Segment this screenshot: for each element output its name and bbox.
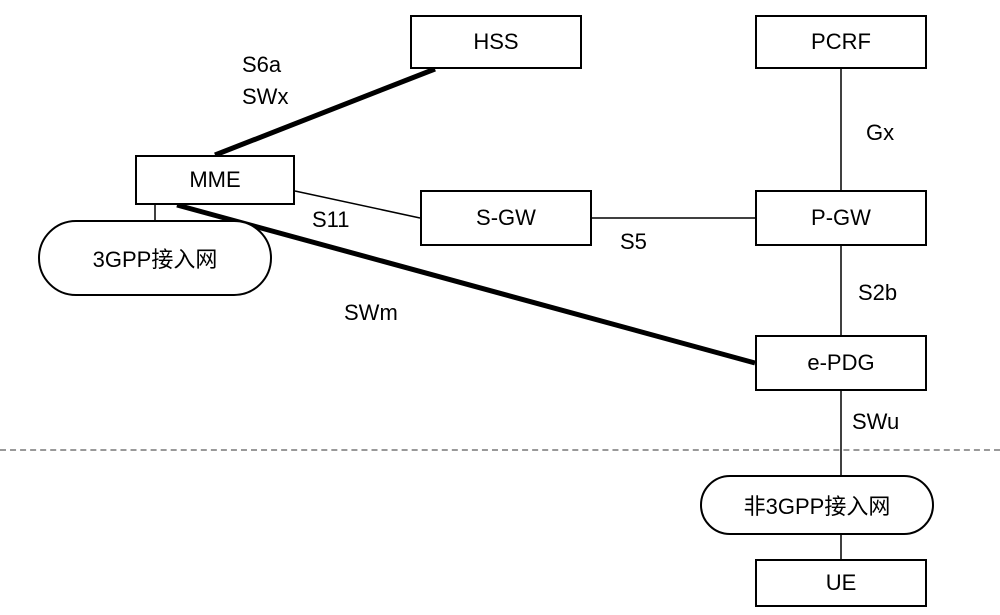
node-label-non3gpp: 非3GPP接入网 — [744, 489, 891, 521]
node-label-sgw: S-GW — [476, 205, 536, 231]
edge-label-swu: SWu — [852, 409, 899, 435]
node-label-pcrf: PCRF — [811, 29, 871, 55]
node-label-mme: MME — [189, 167, 240, 193]
node-mme: MME — [135, 155, 295, 205]
node-label-pgw: P-GW — [811, 205, 871, 231]
edge-label-s5: S5 — [620, 229, 647, 255]
node-label-epdg: e-PDG — [807, 350, 874, 376]
edge-label-swx: SWx — [242, 84, 288, 110]
node-non3gpp: 非3GPP接入网 — [700, 475, 934, 535]
edge-label-swm: SWm — [344, 300, 398, 326]
node-pgw: P-GW — [755, 190, 927, 246]
edge-label-gx: Gx — [866, 120, 894, 146]
edge-label-s6a: S6a — [242, 52, 281, 78]
node-label-ue: UE — [826, 570, 857, 596]
node-ue: UE — [755, 559, 927, 607]
edge-label-s2b: S2b — [858, 280, 897, 306]
node-pcrf: PCRF — [755, 15, 927, 69]
node-label-hss: HSS — [473, 29, 518, 55]
edge-mme-hss — [215, 69, 435, 155]
node-sgw: S-GW — [420, 190, 592, 246]
node-hss: HSS — [410, 15, 582, 69]
node-label-access3gpp: 3GPP接入网 — [93, 242, 218, 274]
edge-label-s11: S11 — [312, 207, 350, 233]
node-access3gpp: 3GPP接入网 — [38, 220, 272, 296]
node-epdg: e-PDG — [755, 335, 927, 391]
